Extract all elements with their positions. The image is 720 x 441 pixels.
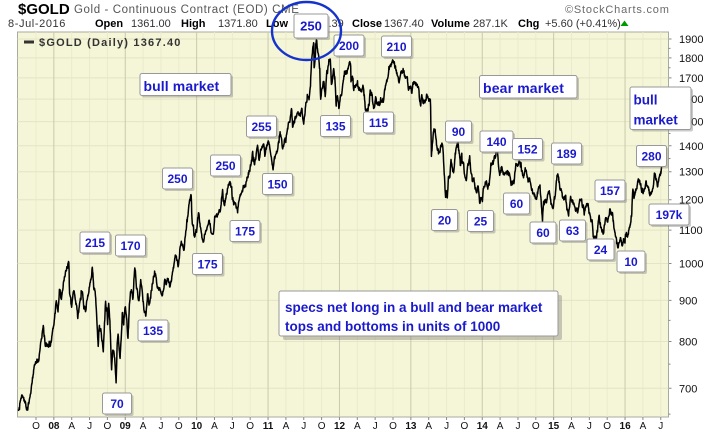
svg-text:O: O xyxy=(104,421,112,432)
svg-text:215: 215 xyxy=(85,236,105,250)
svg-text:J: J xyxy=(444,421,449,432)
svg-text:A: A xyxy=(140,421,147,432)
svg-text:250: 250 xyxy=(215,159,235,173)
svg-text:$GOLD: $GOLD xyxy=(18,1,70,18)
svg-text:1300: 1300 xyxy=(679,167,703,179)
svg-text:63: 63 xyxy=(566,224,580,238)
svg-text:250: 250 xyxy=(300,19,322,34)
svg-text:170: 170 xyxy=(120,239,140,253)
svg-text:+5.60 (+0.41%): +5.60 (+0.41%) xyxy=(545,18,621,30)
svg-text:10: 10 xyxy=(191,421,203,432)
svg-text:$GOLD (Daily) 1367.40: $GOLD (Daily) 1367.40 xyxy=(39,37,182,49)
svg-text:1371.80: 1371.80 xyxy=(218,18,258,30)
svg-text:J: J xyxy=(230,421,235,432)
svg-text:O: O xyxy=(603,421,611,432)
svg-text:135: 135 xyxy=(325,119,345,133)
svg-text:175: 175 xyxy=(235,224,255,238)
svg-text:09: 09 xyxy=(120,421,132,432)
svg-text:210: 210 xyxy=(386,40,406,54)
svg-text:140: 140 xyxy=(486,135,506,149)
svg-text:11: 11 xyxy=(263,421,274,432)
svg-text:Chg: Chg xyxy=(518,18,539,30)
svg-text:150: 150 xyxy=(267,177,287,191)
svg-text:J: J xyxy=(159,421,164,432)
svg-text:1000: 1000 xyxy=(679,259,703,271)
svg-text:115: 115 xyxy=(369,116,389,130)
svg-text:1367.40: 1367.40 xyxy=(384,18,424,30)
svg-text:60: 60 xyxy=(536,226,550,240)
svg-text:O: O xyxy=(389,421,397,432)
svg-text:O: O xyxy=(532,421,540,432)
svg-text:J: J xyxy=(87,421,92,432)
svg-text:12: 12 xyxy=(334,421,346,432)
svg-text:250: 250 xyxy=(167,172,187,186)
svg-text:A: A xyxy=(568,421,575,432)
svg-text:Close: Close xyxy=(352,18,382,30)
svg-text:J: J xyxy=(373,421,378,432)
svg-text:Gold - Continuous Contract (EO: Gold - Continuous Contract (EOD) CME xyxy=(74,4,299,16)
svg-text:A: A xyxy=(497,421,504,432)
svg-text:90: 90 xyxy=(452,125,466,139)
svg-text:J: J xyxy=(301,421,306,432)
svg-text:A: A xyxy=(640,421,647,432)
svg-text:specs net long in a bull and b: specs net long in a bull and bear market xyxy=(285,300,543,315)
svg-text:A: A xyxy=(283,421,290,432)
svg-text:O: O xyxy=(246,421,254,432)
svg-text:175: 175 xyxy=(197,257,217,271)
svg-text:13: 13 xyxy=(405,421,417,432)
svg-text:J: J xyxy=(658,421,663,432)
svg-text:High: High xyxy=(181,18,206,30)
svg-text:14: 14 xyxy=(477,421,489,432)
svg-text:800: 800 xyxy=(679,337,697,349)
svg-text:157: 157 xyxy=(600,184,620,198)
svg-text:189: 189 xyxy=(556,147,576,161)
svg-text:280: 280 xyxy=(641,149,661,163)
svg-text:bull market: bull market xyxy=(144,78,220,94)
svg-text:Volume: Volume xyxy=(431,18,470,30)
svg-text:bear market: bear market xyxy=(483,80,564,96)
svg-text:O: O xyxy=(461,421,469,432)
svg-text:700: 700 xyxy=(679,383,697,395)
svg-text:J: J xyxy=(587,421,592,432)
svg-text:152: 152 xyxy=(517,142,537,156)
svg-text:tops and bottoms in units of 1: tops and bottoms in units of 1000 xyxy=(285,319,500,334)
svg-text:O: O xyxy=(175,421,183,432)
svg-text:bull: bull xyxy=(634,93,658,108)
svg-text:Low: Low xyxy=(266,18,288,30)
svg-text:1361.00: 1361.00 xyxy=(131,18,171,30)
svg-text:©StockCharts.com: ©StockCharts.com xyxy=(565,4,670,16)
svg-text:287.1K: 287.1K xyxy=(473,18,509,30)
svg-text:08: 08 xyxy=(48,421,60,432)
svg-text:A: A xyxy=(68,421,75,432)
svg-text:market: market xyxy=(634,113,679,128)
svg-text:16: 16 xyxy=(620,421,632,432)
svg-text:10: 10 xyxy=(624,255,638,269)
svg-text:O: O xyxy=(318,421,326,432)
svg-text:1100: 1100 xyxy=(679,225,703,237)
svg-text:15: 15 xyxy=(548,421,560,432)
svg-text:A: A xyxy=(425,421,432,432)
svg-text:70: 70 xyxy=(110,397,124,411)
svg-text:O: O xyxy=(32,421,40,432)
svg-text:200: 200 xyxy=(339,39,359,53)
svg-text:197k: 197k xyxy=(656,208,683,222)
svg-text:24: 24 xyxy=(594,243,608,257)
svg-text:25: 25 xyxy=(474,214,488,228)
svg-text:A: A xyxy=(354,421,361,432)
svg-text:135: 135 xyxy=(143,324,163,338)
svg-text:20: 20 xyxy=(438,213,452,227)
svg-text:J: J xyxy=(516,421,521,432)
svg-text:8-Jul-2016: 8-Jul-2016 xyxy=(8,18,66,30)
svg-text:255: 255 xyxy=(251,120,271,134)
svg-text:Open: Open xyxy=(95,18,123,30)
svg-text:A: A xyxy=(211,421,218,432)
svg-text:1400: 1400 xyxy=(679,141,703,153)
svg-text:1800: 1800 xyxy=(679,53,703,65)
svg-text:60: 60 xyxy=(510,197,524,211)
svg-text:900: 900 xyxy=(679,295,697,307)
svg-text:1700: 1700 xyxy=(679,73,703,85)
svg-text:1900: 1900 xyxy=(679,34,703,46)
